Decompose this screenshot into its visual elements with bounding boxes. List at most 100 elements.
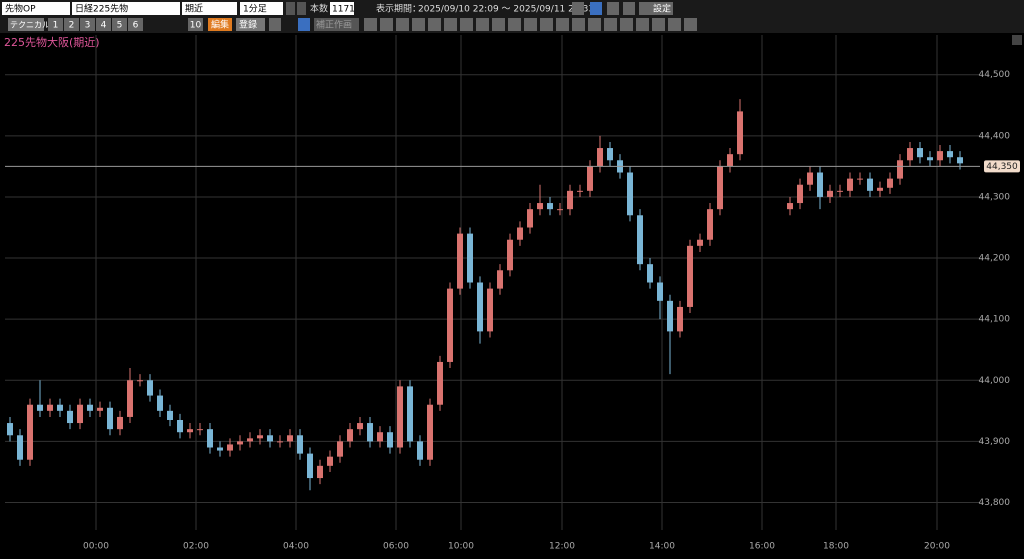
chart-title: 225先物大阪(期近) bbox=[4, 35, 100, 49]
count-label: 本数 bbox=[310, 3, 328, 15]
icon-button[interactable] bbox=[636, 18, 649, 31]
candle-body bbox=[357, 423, 363, 430]
candle-body bbox=[697, 239, 703, 246]
candle-body bbox=[827, 190, 833, 197]
icon-button[interactable] bbox=[444, 18, 457, 31]
icon-button[interactable] bbox=[460, 18, 473, 31]
icon-button[interactable] bbox=[620, 18, 633, 31]
candle-body bbox=[857, 178, 863, 180]
y-tick-label: 44,000 bbox=[979, 376, 1011, 386]
candle-body bbox=[867, 178, 873, 191]
x-tick-label: 20:00 bbox=[924, 542, 950, 552]
icon-button[interactable] bbox=[668, 18, 681, 31]
icon-button[interactable] bbox=[364, 18, 377, 31]
candle-body bbox=[267, 435, 273, 442]
slot-text: 6 bbox=[133, 21, 139, 31]
x-tick-label: 06:00 bbox=[383, 542, 409, 552]
icon-button[interactable] bbox=[269, 18, 281, 31]
candle-body bbox=[487, 288, 493, 332]
candle-body bbox=[347, 429, 353, 442]
candle-body bbox=[467, 233, 473, 283]
edit-button[interactable] bbox=[208, 18, 232, 31]
candle-body bbox=[337, 441, 343, 457]
period-label: 表示期間： bbox=[376, 3, 421, 15]
slot-button[interactable] bbox=[188, 18, 203, 31]
icon-button[interactable] bbox=[524, 18, 537, 31]
candle-body bbox=[707, 209, 713, 240]
candle-body bbox=[57, 404, 63, 411]
y-tick-label: 44,200 bbox=[979, 254, 1011, 264]
candle-body bbox=[917, 148, 923, 158]
x-tick-label: 12:00 bbox=[549, 542, 575, 552]
candle-body bbox=[647, 264, 653, 283]
count-value: 1171 bbox=[332, 5, 355, 15]
slot-button[interactable] bbox=[96, 18, 111, 31]
select[interactable] bbox=[182, 2, 237, 15]
candle-body bbox=[147, 380, 153, 396]
candle-body bbox=[127, 380, 133, 417]
slot-button[interactable] bbox=[128, 18, 143, 31]
icon-button[interactable] bbox=[572, 18, 585, 31]
icon-button[interactable] bbox=[607, 2, 619, 15]
candle-body bbox=[657, 282, 663, 301]
slot-button[interactable] bbox=[64, 18, 79, 31]
candle-body bbox=[797, 184, 803, 204]
slot-button[interactable] bbox=[80, 18, 95, 31]
icon-button[interactable] bbox=[588, 18, 601, 31]
select[interactable] bbox=[72, 2, 180, 15]
icon-button[interactable] bbox=[508, 18, 521, 31]
settings-button[interactable] bbox=[639, 2, 673, 15]
technical-button[interactable] bbox=[8, 18, 44, 31]
icon-button[interactable] bbox=[428, 18, 441, 31]
candle-body bbox=[327, 456, 333, 466]
icon-button[interactable] bbox=[572, 2, 584, 15]
draw-select[interactable] bbox=[314, 18, 359, 31]
candle-body bbox=[377, 432, 383, 442]
next-button[interactable] bbox=[297, 2, 306, 15]
candle-body bbox=[217, 447, 223, 451]
candle-body bbox=[187, 429, 193, 433]
candle-body bbox=[47, 404, 53, 411]
candle-body bbox=[737, 111, 743, 155]
candle-body bbox=[817, 172, 823, 197]
candle-body bbox=[107, 407, 113, 430]
icon-button[interactable] bbox=[590, 2, 602, 15]
icon-button[interactable] bbox=[476, 18, 489, 31]
icon-button[interactable] bbox=[298, 18, 310, 31]
icon-button[interactable] bbox=[380, 18, 393, 31]
candle-body bbox=[437, 361, 443, 405]
register-button[interactable] bbox=[236, 18, 265, 31]
candle-body bbox=[947, 151, 953, 158]
candle-body bbox=[887, 178, 893, 188]
candle-body bbox=[37, 404, 43, 411]
icon-button[interactable] bbox=[412, 18, 425, 31]
select-text: 1分足 bbox=[243, 4, 267, 15]
candle-body bbox=[937, 151, 943, 161]
icon-button[interactable] bbox=[652, 18, 665, 31]
icon-button[interactable] bbox=[556, 18, 569, 31]
slot-button[interactable] bbox=[112, 18, 127, 31]
select[interactable] bbox=[240, 2, 283, 15]
candle-body bbox=[17, 435, 23, 460]
icon-button[interactable] bbox=[684, 18, 697, 31]
candle-body bbox=[687, 245, 693, 307]
candle-body bbox=[507, 239, 513, 271]
collapse-button[interactable] bbox=[1012, 35, 1022, 45]
icon-button[interactable] bbox=[604, 18, 617, 31]
candle-body bbox=[197, 429, 203, 431]
y-tick-label: 44,500 bbox=[979, 70, 1011, 80]
last-price-label: 44,350 bbox=[986, 162, 1018, 172]
icon-button[interactable] bbox=[623, 2, 635, 15]
count-input[interactable] bbox=[330, 2, 354, 15]
x-tick-label: 02:00 bbox=[183, 542, 209, 552]
candle-body bbox=[177, 420, 183, 433]
select[interactable] bbox=[2, 2, 70, 15]
icon-button[interactable] bbox=[540, 18, 553, 31]
toolbar: 先物OP 日経225先物 期近 1分足 本数 1171 表示期間： 2025/0… bbox=[2, 2, 697, 31]
slot-button[interactable] bbox=[48, 18, 63, 31]
candle-body bbox=[387, 432, 393, 448]
prev-button[interactable] bbox=[286, 2, 295, 15]
icon-button[interactable] bbox=[492, 18, 505, 31]
icon-button[interactable] bbox=[396, 18, 409, 31]
